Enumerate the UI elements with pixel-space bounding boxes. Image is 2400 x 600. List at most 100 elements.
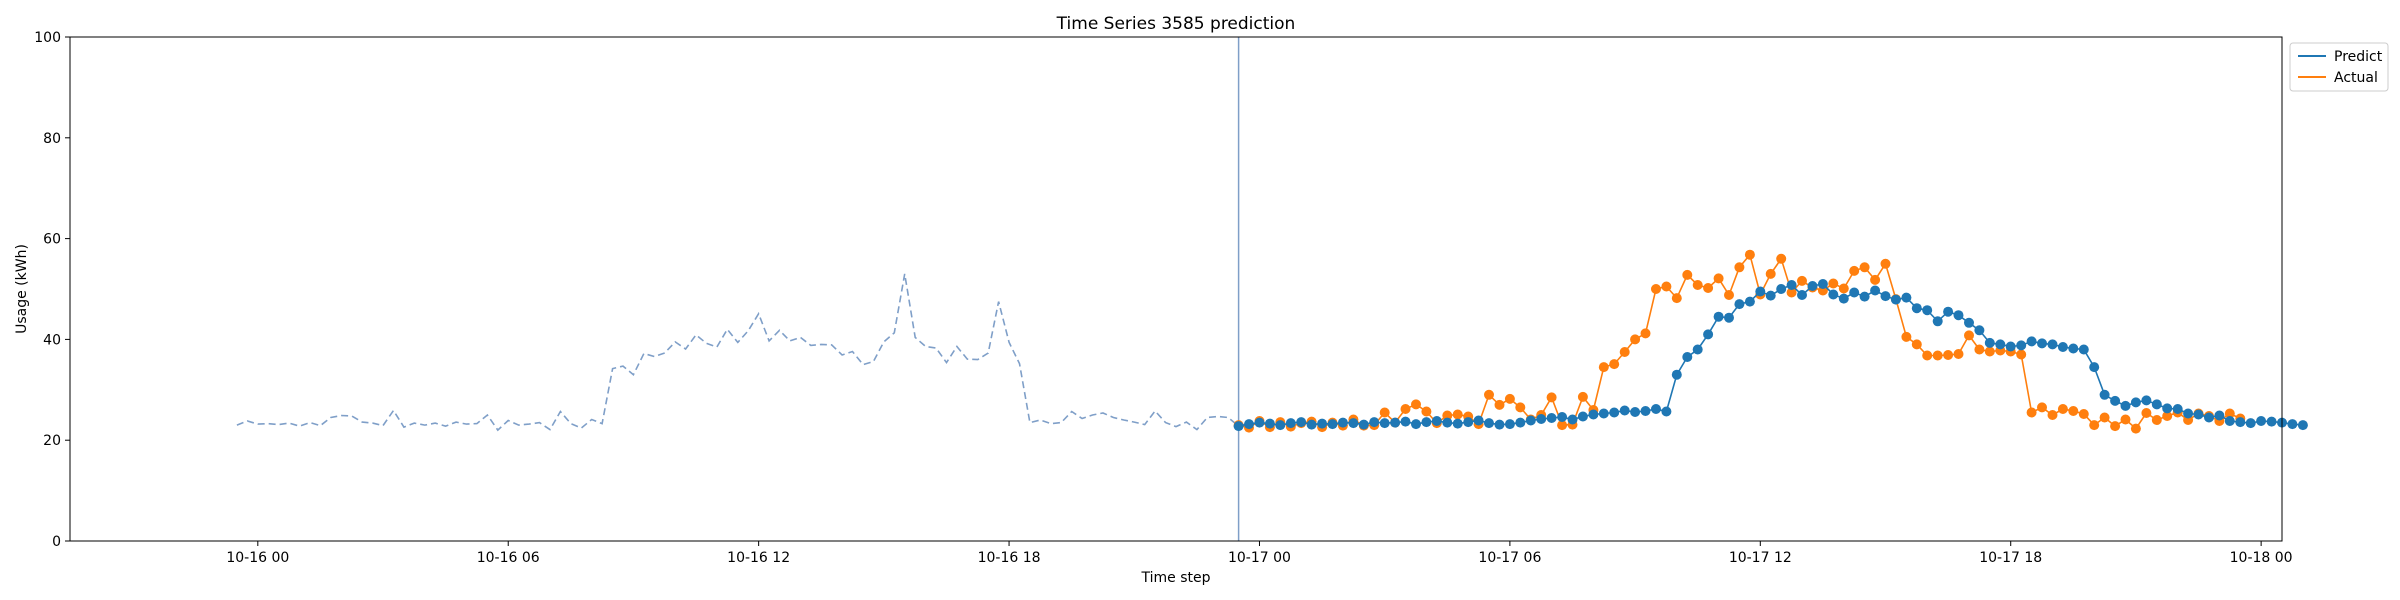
predict-point — [1379, 418, 1390, 429]
predict-point — [1651, 404, 1661, 414]
predict-point — [1974, 325, 1985, 336]
actual-point — [1786, 287, 1797, 298]
actual-point — [1609, 359, 1620, 370]
predict-point — [1849, 287, 1860, 298]
y-tick-label: 80 — [43, 131, 61, 147]
predict-point — [2037, 338, 2047, 349]
actual-point — [2130, 423, 2141, 434]
x-tick-label: 10-16 18 — [978, 550, 1041, 566]
y-axis: 0 20 40 60 80 100 — [34, 30, 70, 550]
predict-point — [1442, 417, 1453, 428]
predict-point — [1515, 417, 1526, 428]
predict-point — [1765, 290, 1776, 301]
predict-point — [1786, 280, 1797, 290]
predict-point — [2057, 342, 2068, 352]
actual-point — [1984, 346, 1995, 357]
predict-point — [1400, 416, 1411, 427]
predict-point — [1317, 418, 1328, 429]
actual-point — [1671, 293, 1682, 304]
predict-point — [1755, 286, 1766, 297]
predict-point — [1285, 418, 1296, 429]
actual-point — [1421, 406, 1432, 417]
x-tick-label: 10-17 00 — [1228, 550, 1291, 566]
predict-point — [1984, 337, 1995, 348]
predict-point — [1995, 339, 2006, 350]
actual-point — [1682, 269, 1693, 280]
x-tick-label: 10-16 00 — [226, 550, 289, 566]
actual-point — [1797, 275, 1807, 286]
predict-point — [1484, 418, 1494, 429]
actual-point — [1744, 249, 1755, 260]
predict-point — [1807, 281, 1818, 291]
predict-point — [1932, 316, 1943, 327]
x-tick-label: 10-17 18 — [1979, 550, 2042, 566]
actual-point — [1703, 283, 1714, 293]
actual-point — [1661, 281, 1672, 292]
predict-point — [2068, 343, 2079, 354]
actual-point — [2026, 407, 2037, 418]
predict-point — [1557, 412, 1568, 422]
predict-point — [1828, 289, 1839, 300]
actual-point — [2047, 410, 2058, 420]
y-tick-label: 40 — [43, 332, 61, 348]
predict-point — [2193, 409, 2204, 420]
predict-point — [1797, 290, 1807, 300]
actual-point — [1379, 407, 1390, 418]
chart-title: Time Series 3585 prediction — [1056, 14, 1296, 34]
predict-point — [1306, 419, 1317, 430]
predict-point — [1630, 407, 1641, 417]
y-tick-label: 0 — [52, 534, 61, 550]
predict-point — [1431, 416, 1442, 426]
actual-point — [1776, 253, 1787, 264]
predict-point — [1744, 296, 1755, 307]
predict-point — [1890, 294, 1901, 305]
predict-point — [1567, 414, 1578, 425]
predict-point — [1817, 279, 1828, 289]
plot-area — [236, 37, 2308, 541]
predict-point — [1296, 417, 1307, 428]
predict-point — [1588, 409, 1599, 420]
predict-point — [1943, 306, 1954, 317]
actual-point — [1765, 268, 1776, 279]
predict-point — [1724, 312, 1734, 323]
actual-point — [2016, 349, 2027, 360]
predict-point — [1598, 408, 1609, 419]
predict-point — [1734, 299, 1745, 310]
actual-point — [1880, 258, 1891, 269]
actual-point — [1442, 410, 1453, 421]
predict-point — [1661, 406, 1672, 417]
predict-point — [2172, 404, 2183, 414]
predict-point — [2005, 341, 2016, 352]
actual-point — [1964, 330, 1974, 341]
legend-predict-label: Predict — [2334, 49, 2383, 65]
actual-point — [1640, 328, 1651, 339]
predict-point — [1964, 317, 1974, 328]
actual-point — [1932, 350, 1943, 361]
actual-point — [1484, 389, 1494, 400]
actual-point — [2151, 415, 2162, 425]
actual-point — [1411, 399, 1421, 410]
predict-point — [1838, 293, 1849, 304]
actual-point — [1974, 344, 1985, 355]
predict-point — [1369, 417, 1380, 428]
predict-point — [2120, 400, 2131, 411]
predict-point — [2183, 408, 2194, 419]
actual-point — [1651, 284, 1661, 294]
predict-point — [1640, 406, 1651, 416]
predict-point — [2204, 412, 2214, 423]
predict-point — [2214, 410, 2225, 421]
predict-point — [2130, 397, 2141, 408]
predict-point — [1337, 417, 1348, 428]
actual-point — [1494, 399, 1505, 410]
predict-point — [1275, 420, 1286, 431]
predict-point — [1546, 413, 1557, 423]
predict-point — [1922, 305, 1933, 316]
actual-point — [1849, 265, 1860, 276]
y-tick-label: 20 — [43, 433, 61, 449]
predict-point — [1880, 291, 1891, 302]
predict-point — [1327, 419, 1338, 430]
predict-point — [1776, 284, 1787, 294]
history-series-line — [236, 273, 1250, 432]
predict-point — [2047, 339, 2058, 350]
